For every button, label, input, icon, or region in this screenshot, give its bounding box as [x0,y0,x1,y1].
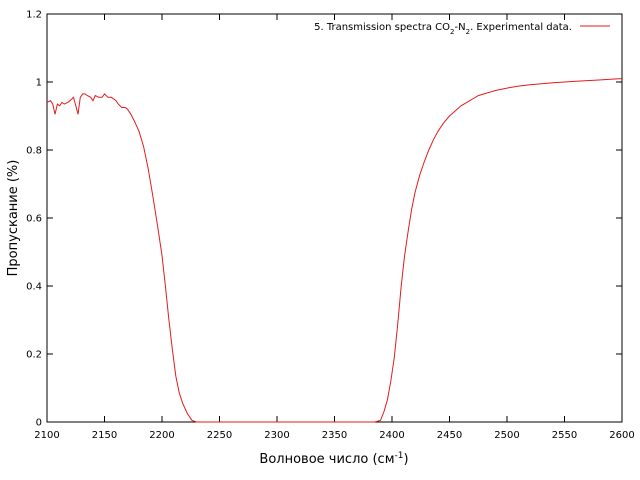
x-axis-label: Волновое число (см-1) [259,451,408,467]
y-axis-ticks: 0 0.2 0.4 0.6 0.8 1 1.2 [26,10,622,429]
x-tick-label: 2250 [207,430,232,441]
x-tick-label: 2100 [34,430,59,441]
x-axis-label-main: Волновое число (см [259,452,394,467]
y-tick-label: 1.2 [26,10,42,21]
x-tick-label: 2350 [322,430,347,441]
y-tick-label: 0.2 [26,350,42,361]
x-tick-label: 2400 [379,430,404,441]
legend-text-mid: -N [455,22,466,33]
legend-sub1: 2 [450,28,454,36]
y-axis-label: Пропускание (%) [6,160,21,277]
plot-frame [46,13,623,423]
x-tick-label: 2500 [494,430,519,441]
y-tick-label: 0 [36,418,42,429]
x-tick-label: 2450 [437,430,462,441]
x-tick-label: 2600 [609,430,634,441]
x-tick-label: 2300 [264,430,289,441]
legend-text-main: 5. Transmission spectra CO [314,22,450,33]
x-tick-label: 2200 [149,430,174,441]
y-tick-label: 0.8 [26,146,42,157]
y-tick-label: 0.4 [26,282,42,293]
x-tick-label: 2550 [552,430,577,441]
legend-text-end: . Experimental data. [470,22,572,33]
x-axis-ticks: 2100 2150 2200 2250 2300 2350 2400 2450 2500 2550… [34,14,635,441]
x-tick-label: 2150 [92,430,117,441]
legend-sub2: 2 [466,28,470,36]
series-line [46,78,623,423]
x-axis-label-tail: ) [403,452,408,467]
y-tick-label: 0.6 [26,214,42,225]
x-axis-label-sup: -1 [395,451,404,461]
legend-entry-label: 5. Transmission spectra CO2-N2. Experime… [314,22,572,36]
y-tick-label: 1 [36,78,42,89]
